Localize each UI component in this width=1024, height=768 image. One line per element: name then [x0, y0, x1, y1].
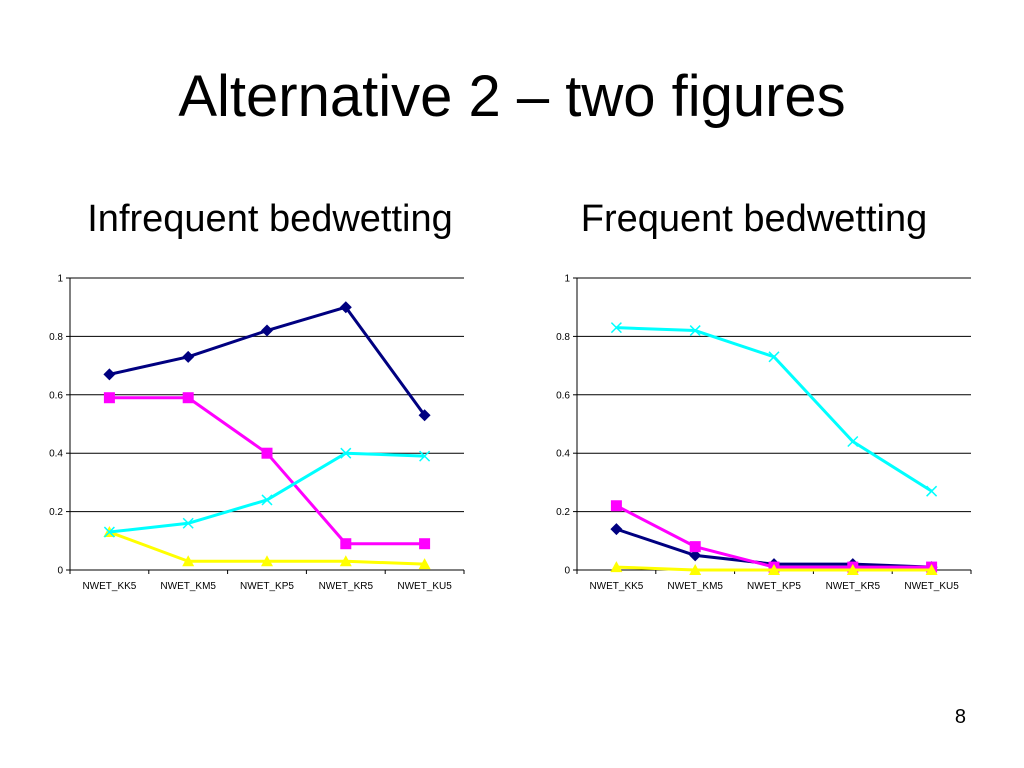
data-point-diamond	[261, 324, 273, 337]
y-tick-label: 0.8	[556, 332, 570, 343]
data-point-diamond	[418, 409, 431, 422]
data-point-x	[340, 447, 352, 459]
data-point-triangle	[925, 564, 938, 575]
y-tick-label: 0	[57, 566, 63, 577]
chart-frequent-bedwetting: 0 0.2 0.4 0.6 0.8 1 NWET_KK5 NWET_KM5 NWET_KP5 NW…	[556, 274, 972, 592]
data-point-diamond	[610, 523, 623, 536]
x-tick-label: NWET_KK5	[82, 581, 136, 592]
data-point-square	[340, 538, 352, 550]
y-tick-label: 0.6	[556, 390, 570, 401]
chart-title-infrequent: Infrequent bedwetting	[87, 198, 453, 240]
series-line-1	[109, 396, 425, 546]
data-point-diamond	[339, 301, 352, 314]
data-point-x	[610, 322, 622, 334]
series-line-1	[615, 504, 932, 569]
data-point-x	[182, 517, 194, 529]
data-point-x	[419, 450, 431, 462]
series-line-3	[109, 451, 425, 534]
y-tick-label: 0.2	[49, 507, 63, 518]
series-line-3	[616, 326, 933, 493]
slide-title: Alternative 2 – two figures	[178, 64, 846, 129]
data-point-triangle	[418, 558, 431, 570]
y-tick-label: 0.4	[49, 449, 63, 460]
y-tick-label: 0.6	[49, 390, 63, 401]
data-point-x	[261, 494, 273, 506]
data-point-diamond	[689, 549, 702, 562]
data-point-square	[610, 500, 622, 512]
x-tick-label: NWET_KM5	[160, 581, 216, 592]
x-tick-label: NWET_KU5	[397, 581, 452, 592]
data-point-x	[103, 526, 115, 538]
data-point-square	[182, 392, 194, 404]
x-tick-label: NWET_KM5	[667, 581, 723, 592]
x-tick-label: NWET_KU5	[904, 581, 959, 592]
data-point-square	[261, 447, 273, 459]
data-point-x	[847, 435, 859, 448]
x-tick-label: NWET_KR5	[319, 581, 374, 592]
data-point-triangle	[846, 564, 859, 575]
data-point-triangle	[610, 561, 623, 573]
data-point-x	[689, 325, 701, 337]
x-tick-label: NWET_KR5	[826, 581, 881, 592]
data-point-diamond	[103, 368, 116, 381]
data-point-triangle	[261, 555, 273, 567]
y-tick-label: 0	[564, 566, 570, 577]
data-point-square	[689, 541, 701, 553]
y-tick-label: 0.8	[49, 332, 63, 343]
chart-title-frequent: Frequent bedwetting	[580, 198, 928, 240]
data-point-x	[926, 485, 938, 497]
data-point-triangle	[339, 555, 352, 567]
data-point-square	[103, 392, 115, 404]
data-point-triangle	[182, 555, 195, 567]
x-tick-label: NWET_KP5	[240, 581, 294, 592]
data-point-diamond	[182, 350, 195, 363]
data-point-x	[768, 351, 780, 363]
y-tick-label: 0.4	[556, 449, 570, 460]
y-tick-label: 0.2	[556, 507, 570, 518]
chart-infrequent-bedwetting: 0 0.2 0.4 0.6 0.8 1 NWET_KK5 NWET_KM5 NWET_KP5 NW…	[49, 274, 465, 592]
y-tick-label: 1	[564, 274, 570, 285]
page-number: 8	[954, 706, 966, 728]
x-tick-label: NWET_KP5	[747, 581, 801, 592]
x-tick-label: NWET_KK5	[589, 581, 643, 592]
data-point-triangle	[768, 564, 780, 575]
data-point-square	[419, 538, 431, 550]
data-point-triangle	[689, 564, 702, 575]
y-tick-label: 1	[57, 274, 63, 285]
